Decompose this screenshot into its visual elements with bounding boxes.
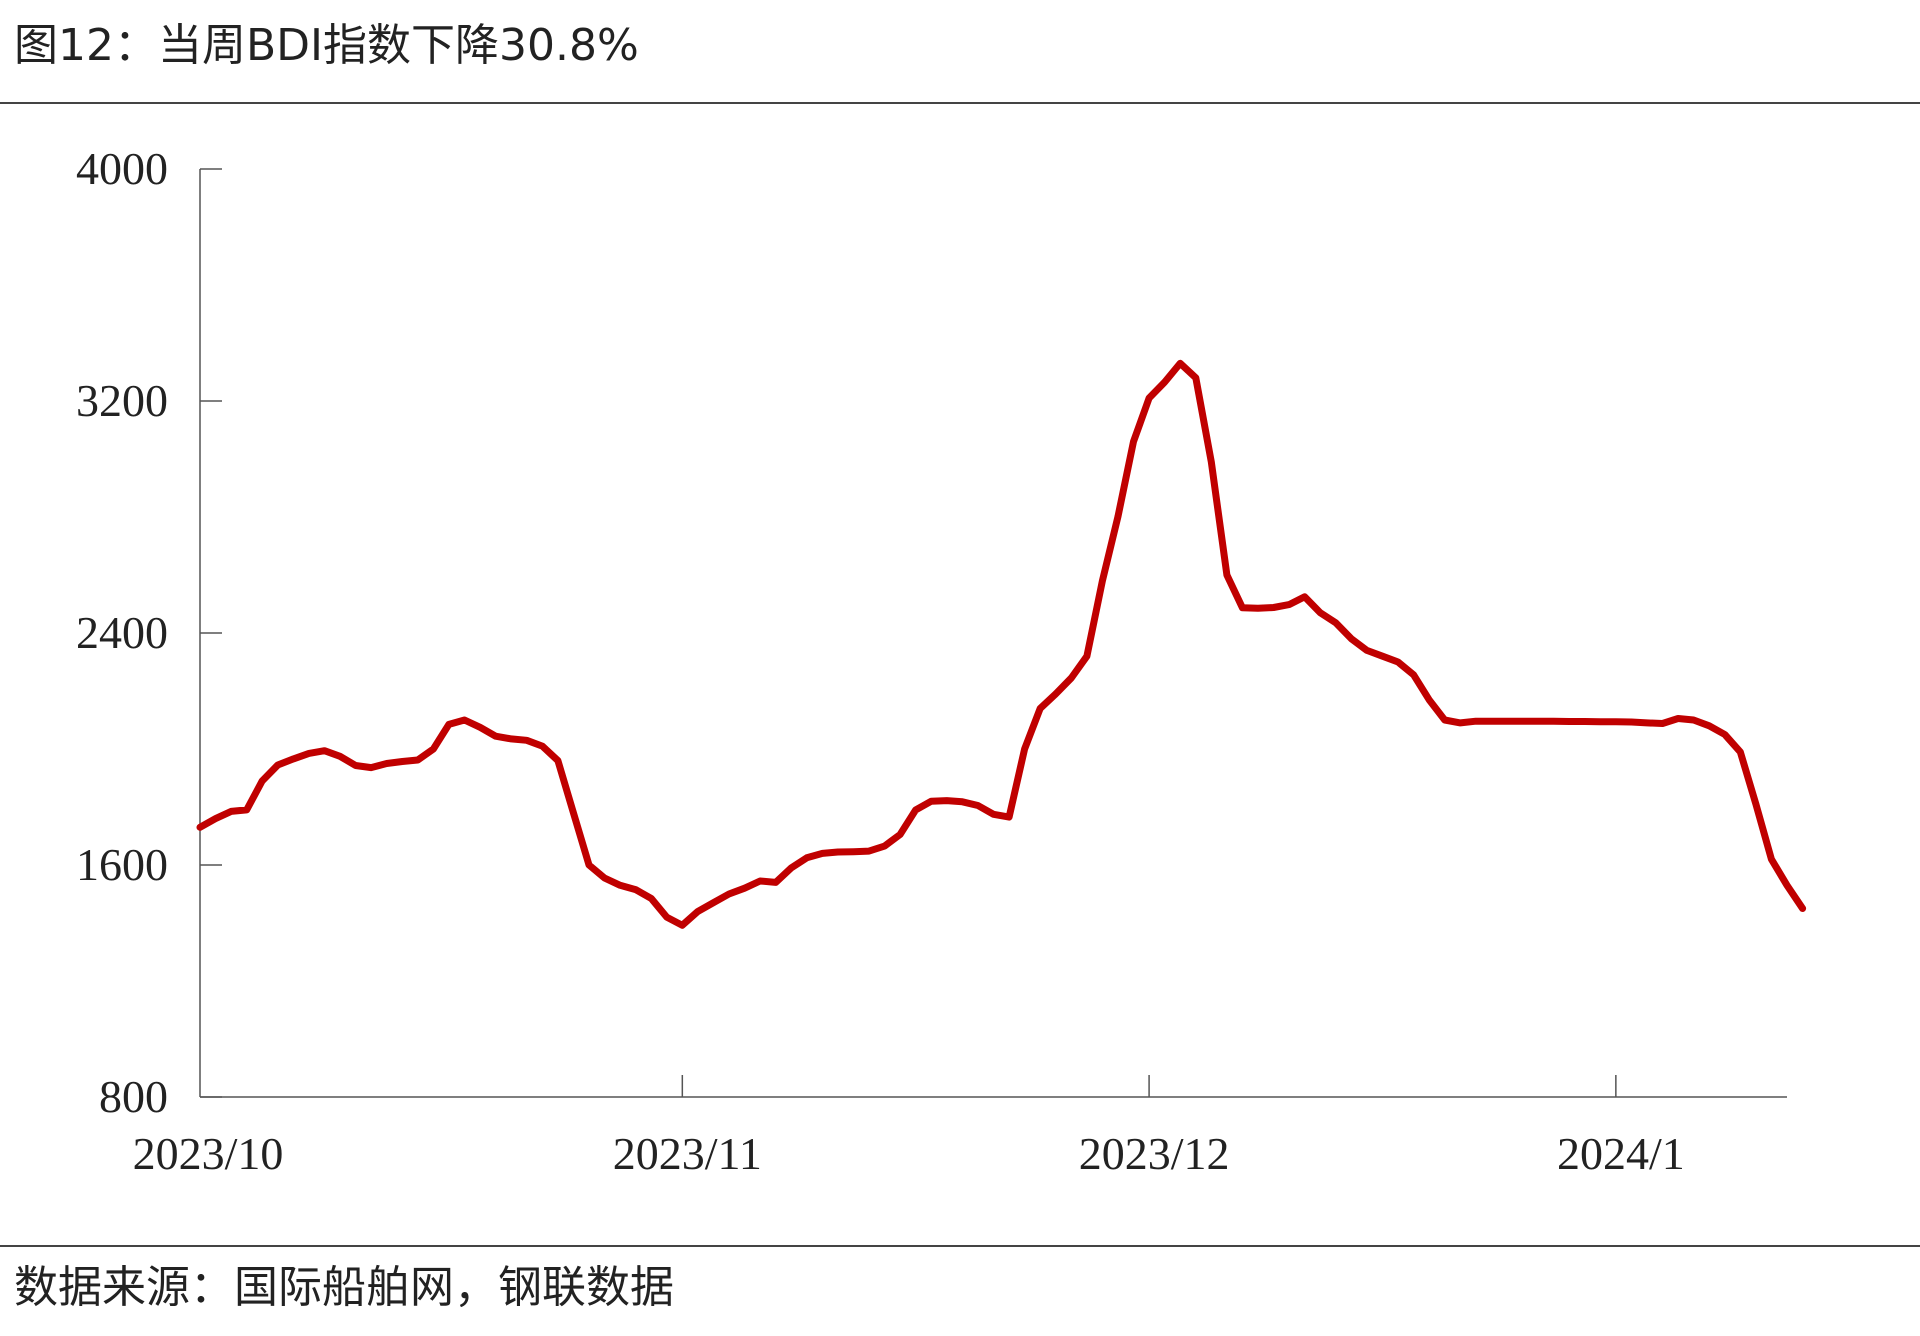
y-tick-label: 800	[99, 1071, 168, 1122]
y-tick-label: 1600	[76, 839, 168, 890]
x-tick-label: 2024/1	[1557, 1128, 1685, 1179]
data-line	[196, 359, 1807, 929]
y-tick-label: 3200	[76, 375, 168, 426]
chart-title: 图12：当周BDI指数下降30.8%	[14, 20, 639, 71]
x-tick-label: 2023/10	[133, 1128, 284, 1179]
source-note: 数据来源：国际船舶网，钢联数据	[14, 1262, 674, 1313]
y-tick-label: 2400	[76, 607, 168, 658]
x-tick-label: 2023/11	[613, 1128, 762, 1179]
y-tick-label: 4000	[76, 143, 168, 194]
x-tick-label: 2023/12	[1079, 1128, 1230, 1179]
